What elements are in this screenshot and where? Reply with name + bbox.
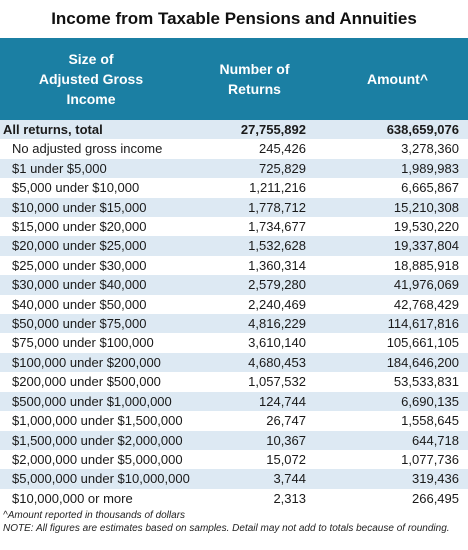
row-amount-value: 638,659,076 [327,120,468,140]
row-returns-value: 15,072 [182,449,327,470]
table-row: $1,000,000 under $1,500,000 26,747 1,558,6… [0,411,468,431]
table-row: $1,500,000 under $2,000,000 10,367 644,718 [0,430,468,450]
row-returns-value: 3,610,140 [182,333,327,353]
data-table: Size of Adjusted Gross Income Number of … [0,38,468,509]
table-row: $10,000 under $15,000 1,778,712 15,210,308 [0,197,468,218]
table-row: $500,000 under $1,000,000 124,744 6,690,13… [0,391,468,412]
row-returns-value: 1,532,628 [182,236,327,256]
row-label: $100,000 under $200,000 [0,352,182,373]
table-row: $200,000 under $500,000 1,057,532 53,533,8… [0,372,468,392]
row-label: $75,000 under $100,000 [0,333,182,353]
row-returns-value: 124,744 [182,391,327,412]
row-returns-value: 725,829 [182,158,327,179]
table-row: $15,000 under $20,000 1,734,677 19,530,220 [0,217,468,237]
row-amount-value: 19,530,220 [327,217,468,237]
table-row: $25,000 under $30,000 1,360,314 18,885,918 [0,255,468,276]
row-amount-value: 41,976,069 [327,275,468,295]
table-row: $1 under $5,000 725,829 1,989,983 [0,158,468,179]
row-returns-value: 4,816,229 [182,314,327,334]
row-amount-value: 1,989,983 [327,158,468,179]
row-amount-value: 6,665,867 [327,178,468,198]
row-label: All returns, total [0,120,182,140]
row-label: $10,000,000 or more [0,488,182,509]
row-returns-value: 1,057,532 [182,372,327,392]
row-amount-value: 3,278,360 [327,139,468,159]
column-header-returns: Number of Returns [182,38,327,120]
table-row: $40,000 under $50,000 2,240,469 42,768,429 [0,294,468,315]
table-row: $5,000,000 under $10,000,000 3,744 319,436 [0,469,468,489]
row-label: $1 under $5,000 [0,158,182,179]
column-header-amount: Amount^ [327,38,468,120]
header-row: Size of Adjusted Gross Income Number of … [0,38,468,120]
row-label: $1,500,000 under $2,000,000 [0,430,183,450]
row-returns-value: 1,778,712 [182,197,327,218]
row-amount-value: 15,210,308 [327,197,468,218]
row-amount-value: 1,558,645 [327,411,468,431]
row-returns-value: 245,426 [182,139,327,159]
row-returns-value: 4,680,453 [182,352,327,373]
table-row: $20,000 under $25,000 1,532,628 19,337,804 [0,236,468,256]
row-label: $25,000 under $30,000 [0,255,182,276]
row-label: $50,000 under $75,000 [0,314,182,334]
row-returns-value: 1,360,314 [182,255,327,276]
row-label: $30,000 under $40,000 [0,275,182,295]
row-returns-value: 3,744 [182,469,327,489]
table-row: $100,000 under $200,000 4,680,453 184,646,… [0,352,468,373]
row-amount-value: 319,436 [327,469,468,489]
table-row: $75,000 under $100,000 3,610,140 105,661,1… [0,333,468,353]
row-returns-value: 27,755,892 [182,120,327,140]
row-amount-value: 266,495 [327,488,468,509]
row-label: $5,000,000 under $10,000,000 [0,469,190,489]
table-row: $5,000 under $10,000 1,211,216 6,665,867 [0,178,468,198]
table-row: No adjusted gross income 245,426 3,278,360 [0,139,468,159]
row-returns-value: 26,747 [182,411,327,431]
row-returns-value: 2,240,469 [182,294,327,315]
row-label: $2,000,000 under $5,000,000 [0,449,183,470]
table-row: $10,000,000 or more 2,313 266,495 [0,488,468,509]
row-label: No adjusted gross income [0,139,182,159]
row-label: $20,000 under $25,000 [0,236,182,256]
table-title: Income from Taxable Pensions and Annuiti… [51,9,417,28]
row-label: $15,000 under $20,000 [0,217,182,237]
table-row: $2,000,000 under $5,000,000 15,072 1,077,7… [0,449,468,470]
row-returns-value: 2,313 [182,488,327,509]
row-amount-value: 53,533,831 [327,372,468,392]
row-amount-value: 184,646,200 [327,352,468,373]
row-amount-value: 42,768,429 [327,294,468,315]
table-row-total: All returns, total 27,755,892 638,659,076 [0,120,468,140]
row-amount-value: 1,077,736 [327,449,468,470]
row-amount-value: 644,718 [327,430,468,450]
row-label: $200,000 under $500,000 [0,372,182,392]
table-row: $50,000 under $75,000 4,816,229 114,617,81… [0,314,468,334]
row-amount-value: 105,661,105 [327,333,468,353]
column-header-agi: Size of Adjusted Gross Income [0,38,182,120]
row-returns-value: 2,579,280 [182,275,327,295]
footnote-amount: ^Amount reported in thousands of dollars [3,510,186,522]
row-label: $1,000,000 under $1,500,000 [0,411,183,431]
row-amount-value: 114,617,816 [327,314,468,334]
row-label: $10,000 under $15,000 [0,197,182,218]
table-body: All returns, total 27,755,892 638,659,076 N… [0,120,468,509]
row-label: $5,000 under $10,000 [0,178,182,198]
row-returns-value: 1,734,677 [182,217,327,237]
row-label: $500,000 under $1,000,000 [0,391,182,412]
row-returns-value: 1,211,216 [182,178,327,198]
row-amount-value: 19,337,804 [327,236,468,256]
table-row: $30,000 under $40,000 2,579,280 41,976,069 [0,275,468,295]
row-label: $40,000 under $50,000 [0,294,182,315]
row-returns-value: 10,367 [182,430,327,450]
footnote-general: NOTE: All figures are estimates based on… [3,523,450,535]
row-amount-value: 18,885,918 [327,255,468,276]
row-amount-value: 6,690,135 [327,391,468,412]
